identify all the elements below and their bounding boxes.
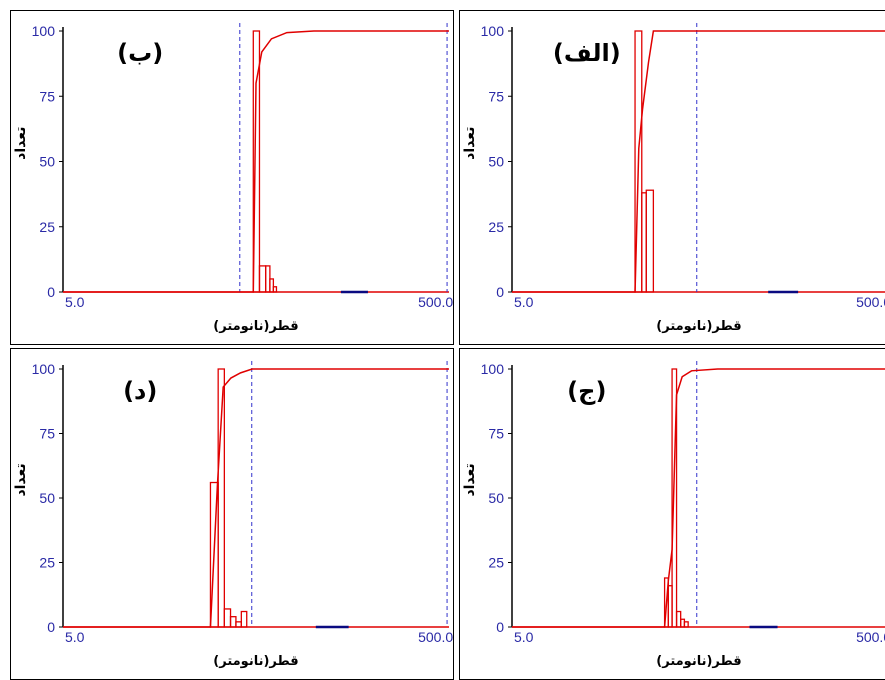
histogram-bar xyxy=(645,189,655,293)
x-tick-label-min: 5.0 xyxy=(514,629,534,645)
histogram-bar xyxy=(229,616,237,628)
y-tick-label: 100 xyxy=(32,361,56,377)
y-tick-label: 50 xyxy=(488,154,504,170)
chart-panel-alef: 0 25 50 75 100 5.0 500.0 تعداد قطر(نانومتر) (الف) xyxy=(459,10,885,345)
y-tick-label: 75 xyxy=(488,88,504,104)
y-tick-label: 25 xyxy=(488,555,504,571)
y-tick-label: 0 xyxy=(496,284,504,300)
x-tick-label-max: 500.0 xyxy=(856,294,885,310)
chart-panel-b: 0 25 50 75 100 5.0 500.0 تعداد قطر(نانومتر) (ب) xyxy=(10,10,454,345)
y-axis-label: تعداد xyxy=(462,463,478,496)
panel-label: (د) xyxy=(123,377,157,405)
cumulative-curve xyxy=(63,368,449,628)
y-axis-label: تعداد xyxy=(13,127,29,160)
chart-panel-jim: 0 25 50 75 100 5.0 500.0 تعداد قطر(نانومتر) (ج) xyxy=(459,348,885,680)
y-tick-label: 25 xyxy=(39,555,55,571)
x-tick-label-min: 5.0 xyxy=(514,294,534,310)
cumulative-curve xyxy=(512,368,885,628)
chart-alef: 0 25 50 75 100 5.0 500.0 تعداد قطر(نانومتر) (الف) xyxy=(462,23,885,334)
x-axis-label: قطر(نانومتر) xyxy=(213,654,298,669)
y-tick-label: 100 xyxy=(32,23,56,39)
y-tick-label: 75 xyxy=(39,88,55,104)
x-axis-label: قطر(نانومتر) xyxy=(656,654,741,669)
cumulative-curve xyxy=(63,30,449,293)
x-tick-label-min: 5.0 xyxy=(65,629,85,645)
y-tick-label: 50 xyxy=(39,154,55,170)
y-tick-label: 50 xyxy=(39,490,55,506)
cumulative-curve xyxy=(512,30,885,293)
chart-jim: 0 25 50 75 100 5.0 500.0 تعداد قطر(نانومتر) (ج) xyxy=(462,361,885,669)
y-tick-label: 100 xyxy=(481,361,505,377)
panel-label: (ج) xyxy=(567,377,606,405)
y-tick-label: 100 xyxy=(481,23,505,39)
histogram-bar xyxy=(269,278,275,293)
histogram-bar xyxy=(641,192,647,293)
histogram-bar xyxy=(272,286,278,293)
y-tick-label: 25 xyxy=(39,219,55,235)
y-axis-label: تعداد xyxy=(462,127,478,160)
x-tick-label-min: 5.0 xyxy=(65,294,85,310)
y-axis-label: تعداد xyxy=(13,463,29,496)
histogram-bar xyxy=(235,621,242,628)
y-tick-label: 0 xyxy=(47,284,55,300)
panel-label: (الف) xyxy=(553,39,621,67)
chart-dal: 0 25 50 75 100 5.0 500.0 تعداد قطر(نانومتر) (د) xyxy=(13,361,453,669)
y-tick-label: 0 xyxy=(47,619,55,635)
histogram-bar xyxy=(683,621,689,628)
x-tick-label-max: 500.0 xyxy=(856,629,885,645)
y-tick-label: 75 xyxy=(488,426,504,442)
histogram-bar xyxy=(240,610,248,628)
x-axis-label: قطر(نانومتر) xyxy=(656,319,741,334)
y-tick-label: 50 xyxy=(488,490,504,506)
histogram-bar xyxy=(217,368,225,628)
chart-b: 0 25 50 75 100 5.0 500.0 تعداد قطر(نانومتر) (ب) xyxy=(13,23,453,334)
histogram-bar xyxy=(258,265,267,293)
chart-panel-dal: 0 25 50 75 100 5.0 500.0 تعداد قطر(نانومتر) (د) xyxy=(10,348,454,680)
panel-label: (ب) xyxy=(117,39,163,67)
y-tick-label: 0 xyxy=(496,619,504,635)
x-tick-label-max: 500.0 xyxy=(418,294,453,310)
histogram-bar xyxy=(223,608,232,628)
y-tick-label: 25 xyxy=(488,219,504,235)
histogram-bar xyxy=(634,30,643,293)
histogram-bar xyxy=(671,368,678,628)
x-tick-label-max: 500.0 xyxy=(418,629,453,645)
y-tick-label: 75 xyxy=(39,426,55,442)
x-axis-label: قطر(نانومتر) xyxy=(213,319,298,334)
histogram-bar xyxy=(252,30,261,293)
